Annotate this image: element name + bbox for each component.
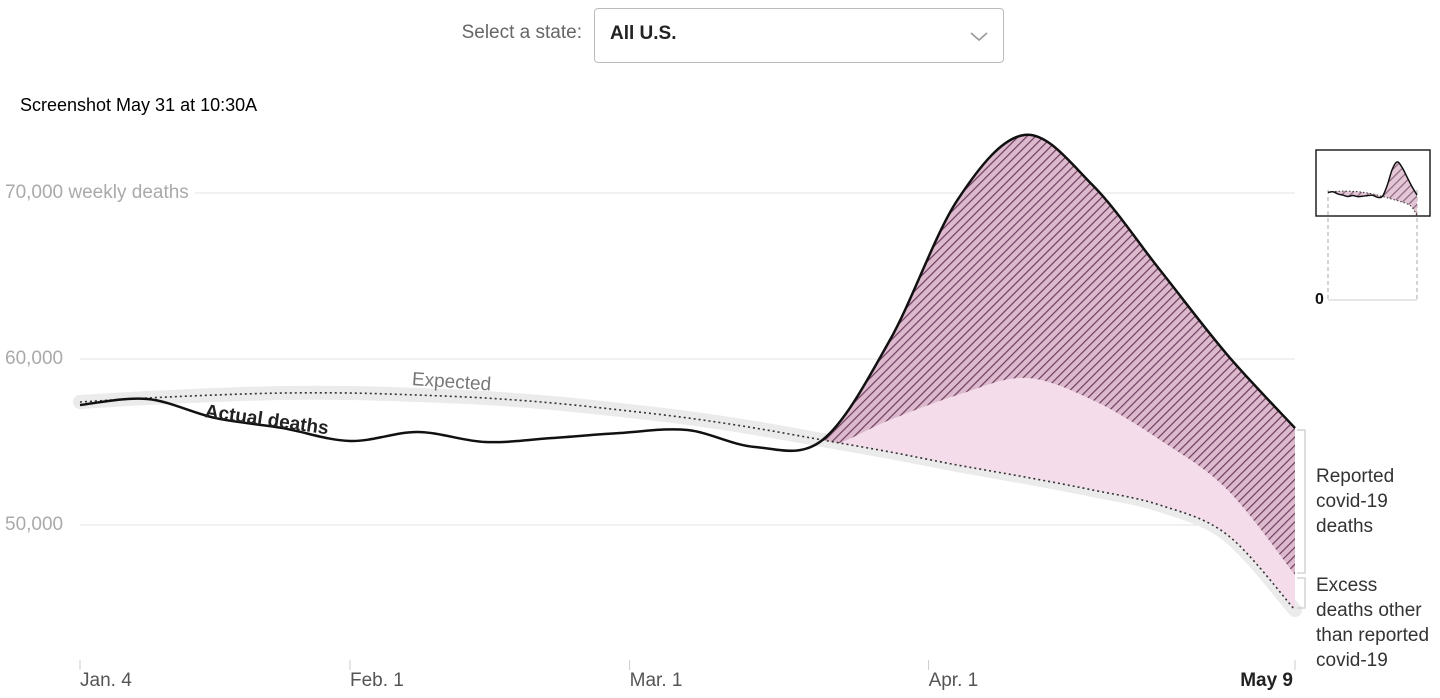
inset-expected: [1327, 190, 1418, 216]
excess-bracket: [1297, 577, 1306, 609]
excess-label: Excess deaths other than reported covid-…: [1316, 575, 1430, 671]
reported-label: Reported covid-19 deaths: [1316, 466, 1395, 537]
x-tick-label: Mar. 1: [630, 670, 683, 691]
actual-label: Actual deaths: [204, 401, 330, 439]
expected-line: [79, 391, 1296, 611]
y-tick-label: 60,000: [5, 348, 63, 369]
state-select[interactable]: All U.S.: [594, 8, 1004, 63]
chevron-icon: [970, 32, 988, 42]
actual-line: [79, 133, 1296, 453]
reported-bracket: [1297, 429, 1306, 574]
state-select-value: All U.S.: [610, 23, 677, 44]
x-tick-label: Jan. 4: [80, 670, 132, 691]
x-tick-label: Feb. 1: [350, 670, 404, 691]
screenshot-note: Screenshot May 31 at 10:30A: [20, 95, 258, 115]
y-tick-label: 50,000: [5, 514, 63, 535]
inset-frame: [1315, 149, 1431, 217]
y-tick-label: 70,000 weekly deaths: [5, 182, 189, 203]
x-tick-label: Apr. 1: [929, 670, 979, 691]
inset-actual: [1327, 161, 1418, 199]
reported-area: [80, 134, 1295, 575]
x-tick-label: May 9: [1240, 670, 1293, 691]
inset-baseline-label: 0: [1315, 291, 1324, 308]
inset-area: [1328, 161, 1417, 216]
state-select-label: Select a state:: [461, 22, 582, 43]
